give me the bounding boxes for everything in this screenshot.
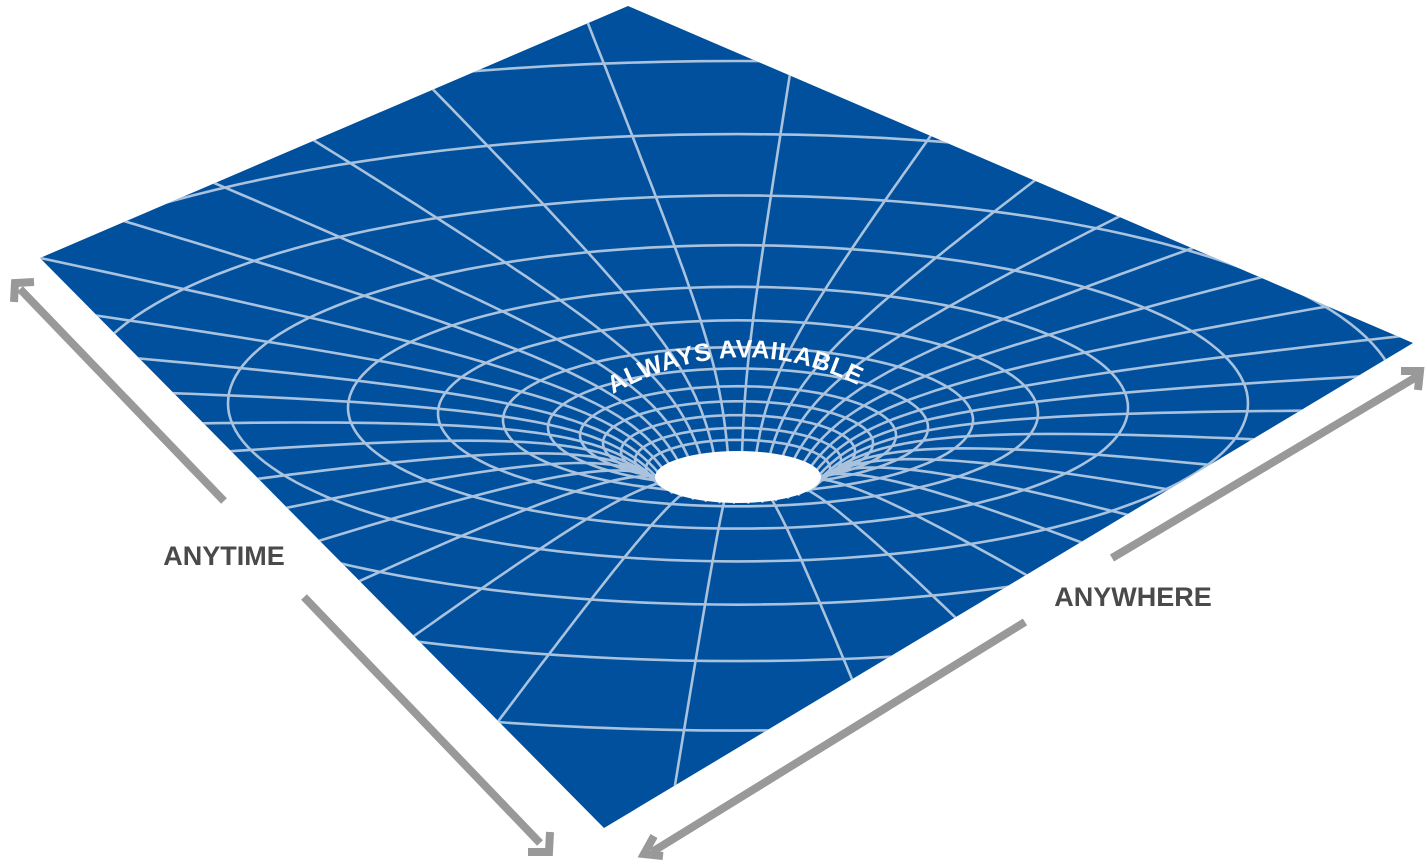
grid-radial-line	[819, 344, 1413, 476]
grid-radial-line	[797, 466, 1413, 667]
grid-radial-line	[40, 177, 670, 465]
grid-ring	[501, 345, 975, 495]
anytime-arrow	[10, 278, 554, 856]
grid-plane	[40, 6, 1413, 828]
grid-radial-line	[40, 421, 657, 482]
grid-ring	[226, 243, 1250, 563]
grid-radial-line	[40, 461, 674, 637]
grid-radial-line	[358, 13, 715, 454]
grid-radial-line	[813, 446, 1413, 551]
grid-radial-line	[793, 101, 1413, 460]
grid-radial-line	[577, 6, 729, 453]
grid-radial-line	[40, 122, 679, 461]
grid-radial-line	[40, 439, 660, 514]
grid-radial-line	[817, 432, 1413, 485]
grid-radial-line	[806, 457, 1413, 612]
grid-radial-line	[40, 238, 663, 469]
grid-radial-line	[740, 6, 804, 453]
grid-ring	[346, 285, 1130, 530]
anywhere-label: ANYWHERE	[1054, 582, 1212, 612]
grid-radial-line	[819, 409, 1413, 480]
grid-radial-line	[40, 304, 659, 473]
grid-radial-line	[816, 276, 1413, 471]
grid-radial-line	[810, 212, 1413, 467]
grid-ring	[436, 318, 1040, 508]
grid-radial-line	[802, 153, 1413, 463]
anytime-label: ANYTIME	[163, 541, 285, 571]
center-hole	[655, 451, 821, 503]
grid-radial-line	[40, 451, 666, 578]
anywhere-arrow	[637, 367, 1425, 860]
grid-ring	[546, 367, 930, 488]
grid-radial-line	[40, 373, 657, 477]
